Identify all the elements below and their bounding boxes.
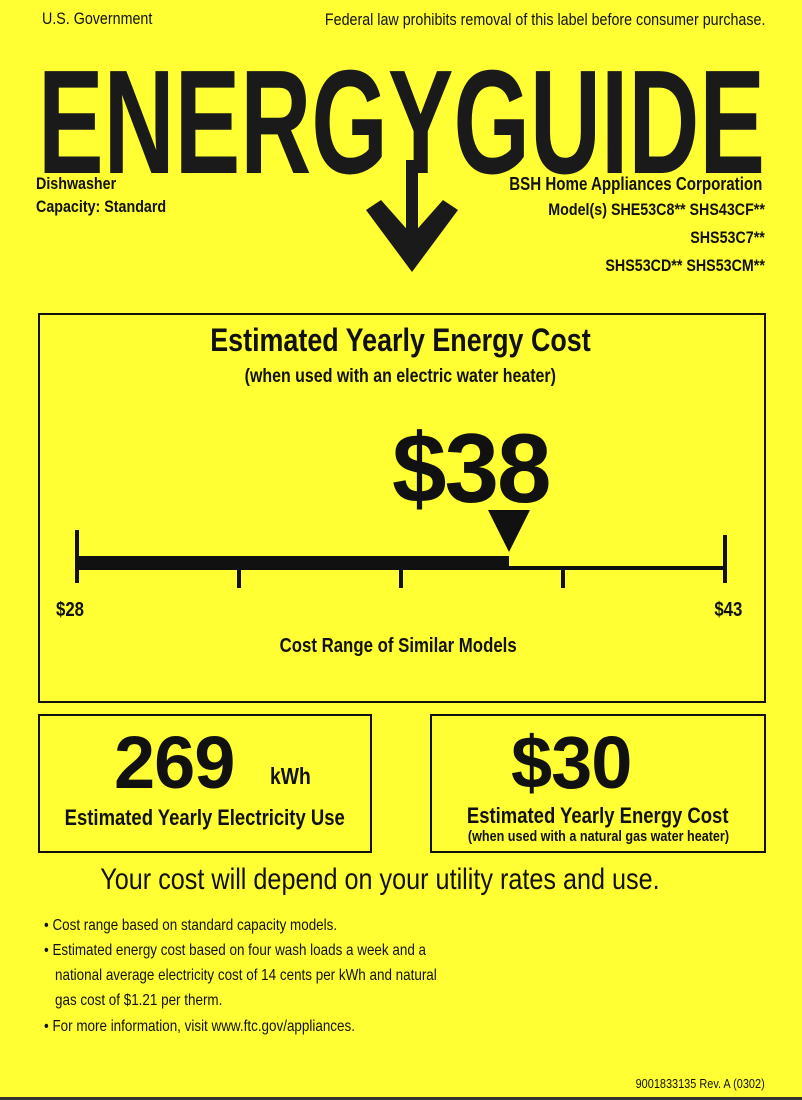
- cost-value: $38: [392, 413, 552, 523]
- gas-cost-panel: [430, 714, 766, 853]
- cost-title: Estimated Yearly Energy Cost: [209, 322, 591, 358]
- capacity: Capacity: Standard: [36, 197, 191, 217]
- range-max-label: $43: [713, 599, 742, 621]
- appliance-type: Dishwasher: [36, 174, 117, 193]
- range-caption: Cost Range of Similar Models: [279, 635, 517, 657]
- scale-tick: [237, 568, 241, 588]
- note-3: • For more information, visit www.ftc.go…: [44, 1018, 355, 1035]
- scale-tick: [561, 568, 565, 588]
- models-line-1: Model(s) SHE53C8** SHS43CF**: [548, 200, 765, 219]
- range-min-label: $28: [56, 599, 85, 621]
- scale-right-end: [723, 535, 727, 583]
- note-2-cont-1: national average electricity cost of 14 …: [55, 967, 437, 984]
- government-label: U.S. Government: [42, 9, 153, 28]
- bottom-border: [0, 1097, 802, 1100]
- removal-notice: Federal law prohibits removal of this la…: [324, 10, 765, 29]
- energyguide-logo: ENERGYGUIDE: [38, 60, 765, 272]
- note-2-cont-2: gas cost of $1.21 per therm.: [55, 992, 223, 1009]
- models-line-2: SHS53C7**: [690, 228, 765, 247]
- down-arrow-icon: [366, 160, 458, 272]
- gas-cost-sublabel: (when used with a natural gas water heat…: [467, 828, 729, 845]
- models-line-3: SHS53CD** SHS53CM**: [605, 256, 765, 275]
- electricity-label: Estimated Yearly Electricity Use: [64, 805, 346, 830]
- note-1: • Cost range based on standard capacity …: [44, 917, 338, 934]
- gas-cost-label: Estimated Yearly Energy Cost: [467, 803, 729, 828]
- electricity-value: 269: [114, 721, 235, 804]
- capacity-label: Capacity:: [36, 197, 101, 216]
- gas-cost-value: $30: [511, 721, 632, 804]
- scale-track: [509, 566, 725, 570]
- logo-text: ENERGYGUIDE: [38, 60, 765, 205]
- scale-tick: [399, 568, 403, 588]
- electricity-use-panel: [38, 714, 372, 853]
- electricity-unit: kWh: [270, 763, 311, 789]
- manufacturer: BSH Home Appliances Corporation: [508, 174, 762, 194]
- cost-subtitle: (when used with an electric water heater…: [244, 366, 556, 387]
- note-2: • Estimated energy cost based on four wa…: [44, 942, 427, 959]
- cost-range-scale: [75, 510, 727, 588]
- estimated-cost-panel: [38, 313, 766, 703]
- capacity-value: Standard: [104, 197, 167, 216]
- utility-disclaimer: Your cost will depend on your utility ra…: [100, 863, 660, 896]
- cost-fill-bar: [77, 556, 509, 570]
- cost-pointer-icon: [488, 510, 530, 552]
- label-part-number: 9001833135 Rev. A (0302): [635, 1076, 765, 1091]
